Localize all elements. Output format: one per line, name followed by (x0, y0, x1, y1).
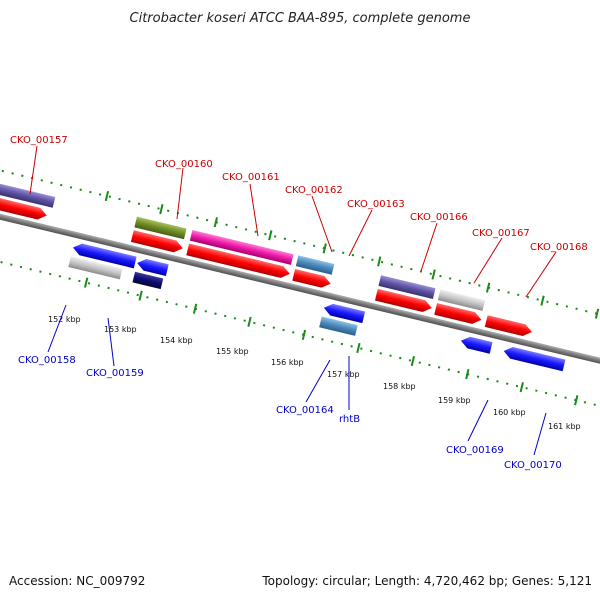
gene-cko-00162-cds (292, 268, 331, 288)
tick-label: 158 kbp (383, 382, 416, 391)
reverse-gene-labels: CKO_00158 CKO_00159 CKO_00164 rhtB CKO_0… (18, 304, 562, 471)
map-title: Citrobacter koseri ATCC BAA-895, complet… (130, 11, 471, 26)
gene-rhtb-feature (319, 316, 358, 336)
gene-cko-00166-cds (374, 288, 432, 312)
tick-labels: 152 kbp 153 kbp 154 kbp 155 kbp 156 kbp … (48, 315, 581, 431)
gene-label-cko-00158[interactable]: CKO_00158 (18, 355, 76, 366)
gene-label-rhtb[interactable]: rhtB (339, 414, 360, 425)
gene-label-cko-00166[interactable]: CKO_00166 (410, 212, 468, 223)
gene-label-cko-00164[interactable]: CKO_00164 (276, 405, 334, 416)
tick-label: 160 kbp (493, 408, 526, 417)
tick-label: 161 kbp (548, 422, 581, 431)
inner-track-dots (0, 251, 600, 413)
gene-label-cko-00160[interactable]: CKO_00160 (155, 159, 213, 170)
gene-label-cko-00161[interactable]: CKO_00161 (222, 172, 280, 183)
genome-backbone (0, 207, 600, 372)
tick-label: 153 kbp (104, 325, 137, 334)
tick-label: 159 kbp (438, 396, 471, 405)
outer-major-ticks (104, 190, 600, 319)
gene-label-cko-00159[interactable]: CKO_00159 (86, 368, 144, 379)
forward-gene-labels: CKO_00157 CKO_00160 CKO_00161 CKO_00162 … (10, 135, 588, 298)
map-track (0, 165, 600, 413)
gene-cko-00170-cds (503, 347, 566, 372)
gene-label-cko-00157[interactable]: CKO_00157 (10, 135, 68, 146)
topology-text: Topology: circular; Length: 4,720,462 bp… (261, 574, 592, 588)
gene-cko-00164-cds (323, 303, 366, 324)
gene-cko-00159-feature (132, 271, 164, 290)
gene-cko-00160-feature (134, 216, 187, 240)
gene-cko-00161-cds (186, 243, 290, 278)
tick-label: 154 kbp (160, 336, 193, 345)
gene-cko-00167-cds (434, 303, 482, 324)
gene-cko-00158-feature (68, 256, 123, 280)
gene-cko-00158-cds (72, 243, 137, 269)
gene-label-cko-00167[interactable]: CKO_00167 (472, 228, 530, 239)
gene-cko-00166-feature (378, 275, 436, 299)
gene-label-cko-00163[interactable]: CKO_00163 (347, 199, 405, 210)
gene-cko-00161-feature (189, 229, 294, 265)
tick-label: 152 kbp (48, 315, 81, 324)
tick-label: 157 kbp (327, 370, 360, 379)
gene-cko-00160-cds (130, 230, 183, 253)
gene-cko-00168-cds (484, 315, 532, 336)
gene-label-cko-00162[interactable]: CKO_00162 (285, 185, 343, 196)
gene-cko-00169-cds (460, 336, 493, 354)
tick-label: 155 kbp (216, 347, 249, 356)
gene-label-cko-00170[interactable]: CKO_00170 (504, 460, 562, 471)
gene-cko-00157-cds (0, 192, 47, 220)
gene-cko-00157-feature (0, 178, 56, 208)
gene-label-cko-00168[interactable]: CKO_00168 (530, 242, 588, 253)
outer-track-dots (0, 165, 600, 326)
gene-cko-00159-cds (137, 258, 169, 277)
gene-cko-00167-feature (437, 289, 486, 311)
accession-text: Accession: NC_009792 (9, 574, 145, 588)
tick-label: 156 kbp (271, 358, 304, 367)
inner-major-ticks (84, 277, 579, 406)
gene-cko-00162-feature (295, 255, 335, 275)
gene-label-cko-00169[interactable]: CKO_00169 (446, 445, 504, 456)
